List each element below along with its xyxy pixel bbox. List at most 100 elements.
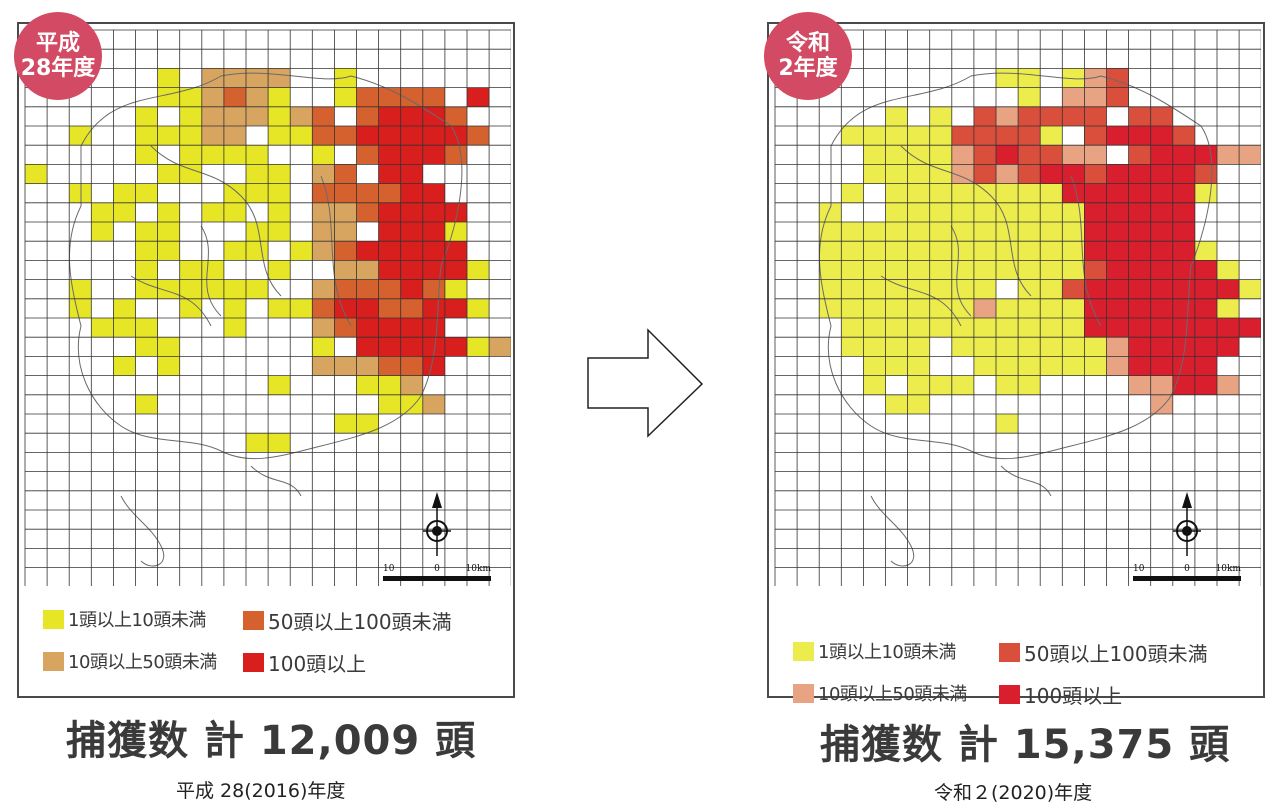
mesh-cell — [268, 222, 291, 242]
mesh-cell — [885, 279, 908, 299]
mesh-cell — [1150, 222, 1173, 242]
mesh-cell — [951, 375, 974, 395]
mesh-cell — [157, 126, 180, 146]
mesh-cell — [1150, 145, 1173, 165]
mesh-cell — [996, 318, 1019, 338]
mesh-cell — [1062, 337, 1085, 357]
mesh-cell — [1217, 337, 1240, 357]
mesh-cell — [1018, 222, 1041, 242]
mesh-cell — [996, 337, 1019, 357]
mesh-cell — [356, 298, 379, 318]
mesh-cell — [223, 87, 246, 107]
mesh-cell — [1172, 356, 1195, 376]
mesh-cell — [1128, 145, 1151, 165]
mesh-cell — [1172, 183, 1195, 203]
mesh-cell — [246, 222, 269, 242]
mesh-cell — [1194, 298, 1217, 318]
mesh-cell — [819, 298, 842, 318]
mesh-cell — [885, 222, 908, 242]
badge-year: 2年度 — [778, 56, 838, 81]
mesh-cell — [1062, 356, 1085, 376]
mesh-cell — [312, 298, 335, 318]
mesh-cell — [973, 164, 996, 184]
mesh-cell — [841, 318, 864, 338]
mesh-cell — [334, 356, 357, 376]
mesh-cell — [223, 298, 246, 318]
scale-label: 10 — [1133, 564, 1145, 574]
mesh-cell — [91, 318, 114, 338]
mesh-cell — [113, 356, 136, 376]
mesh-cell — [885, 164, 908, 184]
mesh-cell — [422, 279, 445, 299]
mesh-cell — [400, 183, 423, 203]
legend-swatch-1-10 — [793, 641, 814, 661]
mesh-cell — [1172, 126, 1195, 146]
mesh-cell — [863, 164, 886, 184]
mesh-cell — [157, 87, 180, 107]
mesh-cell — [819, 202, 842, 222]
mesh-cell — [1062, 87, 1085, 107]
mesh-cell — [334, 164, 357, 184]
mesh-cell — [1062, 260, 1085, 280]
mesh-cell — [996, 241, 1019, 261]
mesh-cell — [135, 318, 158, 338]
mesh-cell — [1040, 126, 1063, 146]
mesh-cell — [1128, 202, 1151, 222]
mesh-cell — [951, 260, 974, 280]
legend-label-50-100: 50頭以上100頭未満 — [268, 610, 452, 634]
mesh-cell — [400, 375, 423, 395]
legend-swatch-50-100 — [999, 643, 1020, 662]
mesh-cell — [996, 145, 1019, 165]
mesh-cell — [929, 318, 952, 338]
mesh-cell — [268, 202, 291, 222]
mesh-cell — [996, 298, 1019, 318]
mesh-cell — [863, 375, 886, 395]
mesh-cell — [841, 183, 864, 203]
mesh-cell — [378, 222, 401, 242]
map-frame: 10 0 10km 1頭以上10頭未満 50頭以上100頭未満 10頭以上50頭未満… — [767, 22, 1265, 708]
mesh-cell — [1194, 164, 1217, 184]
mesh-cell — [973, 183, 996, 203]
mesh-cell — [1084, 318, 1107, 338]
legend-item-1-10: 1頭以上10頭未満 — [43, 606, 206, 632]
map-panel-r2: 10 0 10km 1頭以上10頭未満 50頭以上100頭未満 10頭以上50頭未満… — [767, 22, 1265, 708]
mesh-cell — [951, 318, 974, 338]
mesh-cell — [863, 337, 886, 357]
mesh-cell — [1217, 260, 1240, 280]
mesh-cell — [246, 279, 269, 299]
mesh-cell — [907, 202, 930, 222]
mesh-cell — [400, 241, 423, 261]
mesh-cell — [312, 356, 335, 376]
mesh-cell — [1150, 298, 1173, 318]
mesh-cell — [1084, 337, 1107, 357]
mesh-cell — [885, 337, 908, 357]
mesh-cell — [422, 87, 445, 107]
mesh-cell — [157, 222, 180, 242]
mesh-cell — [1150, 241, 1173, 261]
mesh-cell — [179, 126, 202, 146]
mesh-cell — [312, 164, 335, 184]
scale-bar: 10 0 10km — [1133, 564, 1241, 581]
mesh-cell — [996, 356, 1019, 376]
mesh-cell — [135, 260, 158, 280]
mesh-cell — [929, 298, 952, 318]
mesh-cell — [1084, 106, 1107, 126]
mesh-cell — [334, 126, 357, 146]
legend-item-1-10: 1頭以上10頭未満 — [793, 638, 956, 664]
mesh-cell — [973, 241, 996, 261]
mesh-cell — [400, 202, 423, 222]
mesh-cell — [422, 126, 445, 146]
mesh-cell — [1106, 298, 1129, 318]
mesh-cell — [334, 183, 357, 203]
mesh-cell — [356, 241, 379, 261]
mesh-cell — [1172, 279, 1195, 299]
mesh-cell — [69, 279, 92, 299]
mesh-cell — [135, 183, 158, 203]
mesh-cell — [157, 356, 180, 376]
legend-swatch-50-100 — [243, 611, 264, 630]
mesh-cell — [157, 202, 180, 222]
mesh-cell — [1018, 241, 1041, 261]
mesh-cell — [334, 298, 357, 318]
mesh-cell — [885, 260, 908, 280]
mesh-cell — [996, 183, 1019, 203]
